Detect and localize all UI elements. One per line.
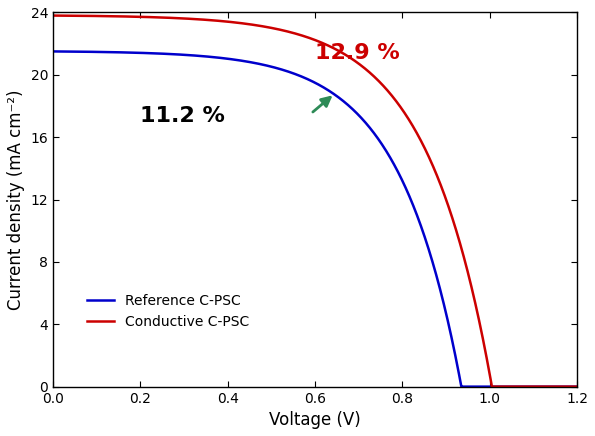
Conductive C-PSC [580,384,587,389]
Conductive C-PSC [480,336,487,341]
Conductive C-PSC [300,34,308,39]
Reference C-PSC [315,82,322,87]
Reference C-PSC [77,49,84,54]
Line: Reference C-PSC: Reference C-PSC [53,51,595,387]
Reference C-PSC [458,384,465,389]
Y-axis label: Current density (mA cm⁻²): Current density (mA cm⁻²) [7,89,25,310]
Reference C-PSC [300,75,308,80]
Conductive C-PSC [77,13,84,18]
Text: 11.2 %: 11.2 % [140,106,226,126]
X-axis label: Voltage (V): Voltage (V) [269,411,361,429]
Conductive C-PSC [488,384,496,389]
Conductive C-PSC [315,39,322,44]
Reference C-PSC [580,384,587,389]
Legend: Reference C-PSC, Conductive C-PSC: Reference C-PSC, Conductive C-PSC [81,289,255,335]
Line: Conductive C-PSC: Conductive C-PSC [53,16,595,387]
Conductive C-PSC [580,384,587,389]
Reference C-PSC [580,384,587,389]
Reference C-PSC [49,49,57,54]
Text: 12.9 %: 12.9 % [315,43,400,63]
Reference C-PSC [480,384,487,389]
Conductive C-PSC [49,13,57,18]
